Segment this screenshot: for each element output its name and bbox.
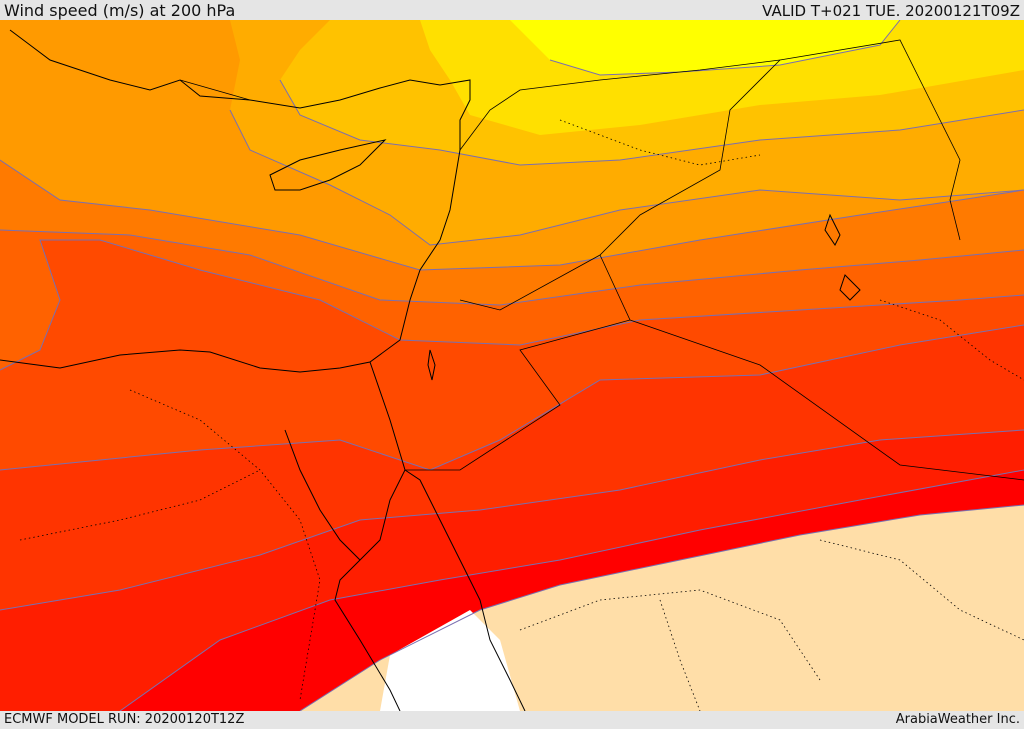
contour-line: [0, 429, 1024, 611]
contour-line: [0, 159, 1024, 271]
contour-line: [0, 324, 1024, 471]
border-line: [629, 319, 1024, 481]
band-5: [510, 20, 900, 75]
model-run-label: ECMWF MODEL RUN: 20200120T12Z: [4, 712, 245, 727]
border-line: [405, 254, 631, 471]
contour-lines: [0, 20, 1024, 711]
coastline: [427, 349, 436, 381]
band-13: [380, 610, 520, 711]
border-line: [459, 59, 781, 311]
contour-line: [299, 504, 1024, 711]
border-line: [779, 39, 961, 241]
boundary-line: [19, 469, 261, 541]
coastline: [0, 29, 471, 373]
coastline: [839, 274, 861, 301]
contour-line: [279, 79, 1024, 166]
coastline: [824, 213, 841, 246]
valid-time: VALID T+021 TUE. 20200121T09Z: [762, 2, 1020, 20]
credit-label: ArabiaWeather Inc.: [895, 712, 1020, 727]
contour-line: [119, 469, 1024, 711]
coastlines: [0, 29, 861, 711]
coastline: [269, 139, 387, 191]
wind-speed-map: [0, 20, 1024, 711]
boundary-line: [519, 589, 821, 681]
wind-speed-bands: [0, 20, 1024, 711]
boundary-line: [879, 299, 1024, 381]
internal-boundaries: [19, 119, 1024, 711]
boundary-line: [659, 599, 701, 711]
map-title: Wind speed (m/s) at 200 hPa: [4, 1, 236, 20]
contour-line: [0, 229, 1024, 306]
contour-line: [0, 239, 1024, 371]
contour-line: [549, 20, 901, 76]
footer-bar: ECMWF MODEL RUN: 20200120T12Z ArabiaWeat…: [0, 711, 1024, 729]
boundary-line: [129, 389, 321, 701]
header-bar: Wind speed (m/s) at 200 hPa VALID T+021 …: [0, 0, 1024, 20]
border-line: [459, 59, 781, 151]
country-borders: [179, 39, 1024, 481]
contour-line: [229, 109, 1024, 246]
boundary-line: [819, 539, 1024, 641]
border-line: [179, 79, 251, 101]
coastline: [404, 469, 526, 711]
coastline: [284, 429, 361, 561]
